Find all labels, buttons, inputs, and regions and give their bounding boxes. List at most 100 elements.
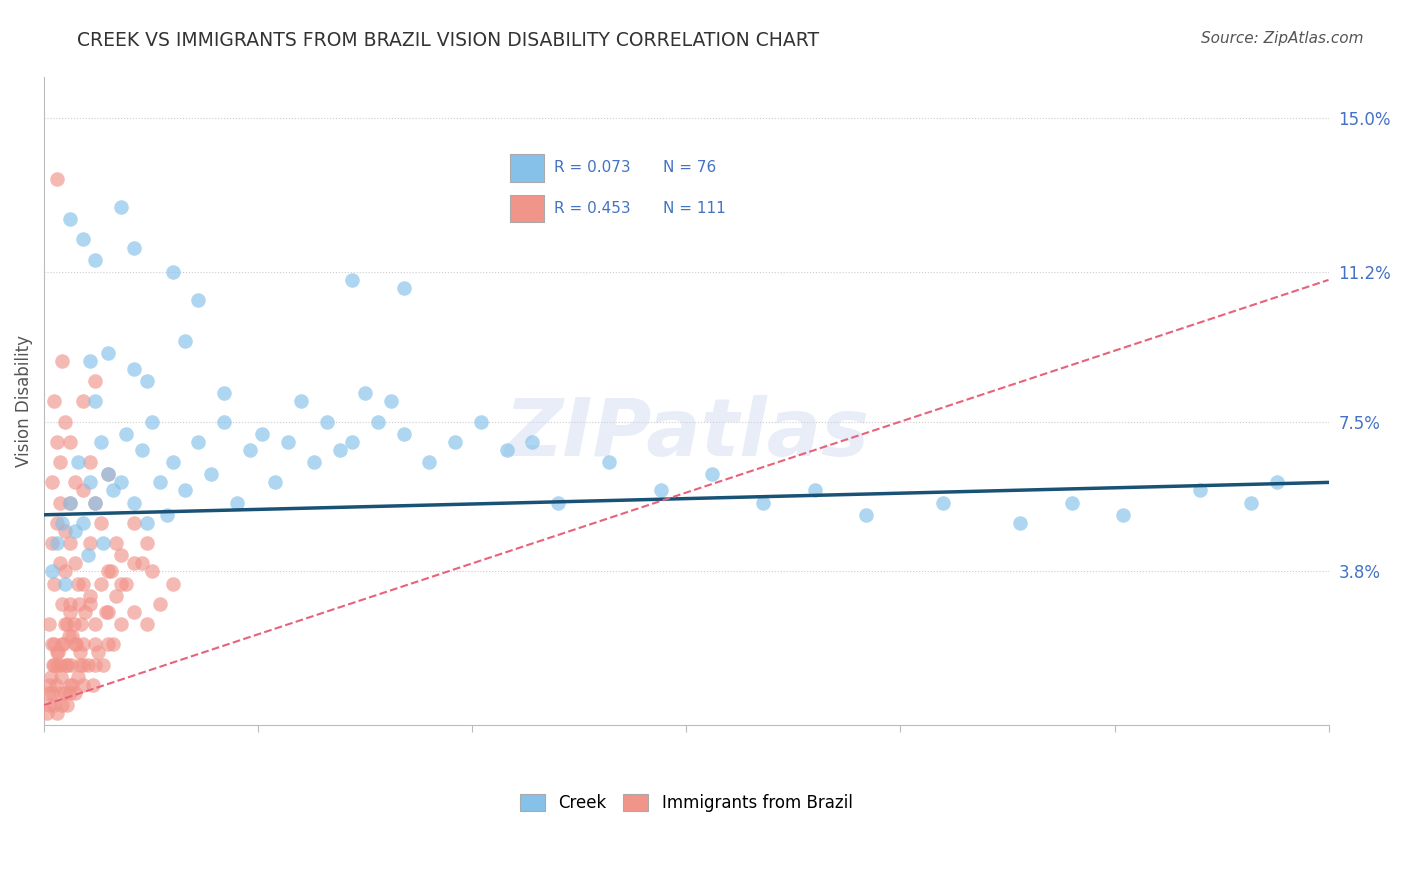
Point (115, 576, 138, 591)
Point (72, 657, 94, 672)
Point (46, 536, 69, 550)
Point (84, 252, 107, 267)
Point (63, 475, 86, 490)
Point (66, 455, 89, 469)
Point (56, 657, 79, 672)
Point (90, 576, 112, 591)
Point (103, 637, 125, 651)
Point (53, 617, 76, 632)
Point (38, 678, 60, 692)
Point (37, 686, 59, 700)
Point (82, 678, 104, 692)
Point (94, 605, 117, 619)
Point (46, 706, 69, 721)
Point (392, 426, 415, 441)
Point (122, 362, 145, 376)
Point (46, 434, 69, 449)
Point (149, 475, 172, 490)
Point (932, 495, 955, 509)
Point (56, 617, 79, 632)
Point (162, 265, 184, 279)
Point (149, 597, 172, 611)
Point (79, 536, 101, 550)
Point (174, 334, 197, 348)
Point (97, 637, 120, 651)
Point (76, 657, 98, 672)
Point (79, 354, 101, 368)
Point (62, 617, 84, 632)
Point (380, 394, 402, 409)
Point (97, 565, 120, 579)
Point (97, 467, 120, 482)
Point (103, 483, 125, 498)
Point (63, 524, 86, 538)
Text: CREEK VS IMMIGRANTS FROM BRAZIL VISION DISABILITY CORRELATION CHART: CREEK VS IMMIGRANTS FROM BRAZIL VISION D… (77, 31, 820, 50)
Point (41, 475, 63, 490)
Point (91, 536, 114, 550)
Text: ZIPatlas: ZIPatlas (503, 395, 869, 473)
Point (135, 536, 157, 550)
Bar (510, 195, 544, 222)
Point (84, 637, 107, 651)
Point (135, 374, 157, 388)
Point (49, 670, 72, 684)
Point (79, 455, 101, 469)
Point (110, 549, 132, 563)
Point (72, 232, 94, 246)
Point (41, 686, 63, 700)
Point (328, 442, 350, 457)
Point (69, 645, 91, 659)
Point (53, 415, 76, 429)
Point (60, 678, 83, 692)
Point (59, 597, 82, 611)
Point (162, 576, 184, 591)
Point (59, 495, 82, 509)
Point (51, 698, 73, 712)
Point (44, 576, 66, 591)
Point (79, 475, 101, 490)
Point (174, 483, 197, 498)
Point (803, 483, 825, 498)
Point (156, 508, 179, 522)
Point (39, 670, 62, 684)
Point (650, 483, 672, 498)
Point (90, 434, 112, 449)
Point (495, 442, 517, 457)
Point (65, 637, 87, 651)
Point (392, 281, 415, 295)
Point (63, 557, 86, 571)
Point (598, 455, 620, 469)
Point (367, 415, 389, 429)
Point (122, 605, 145, 619)
Point (56, 698, 79, 712)
Point (855, 508, 877, 522)
Point (48, 657, 70, 672)
Point (110, 200, 132, 214)
Point (63, 686, 86, 700)
Point (187, 434, 209, 449)
Point (48, 686, 70, 700)
Point (72, 637, 94, 651)
Point (67, 597, 90, 611)
Point (58, 629, 80, 643)
Text: Source: ZipAtlas.com: Source: ZipAtlas.com (1201, 31, 1364, 46)
Point (45, 678, 67, 692)
Point (342, 273, 364, 287)
Point (418, 455, 440, 469)
Point (59, 605, 82, 619)
Point (59, 212, 82, 227)
Point (547, 495, 569, 509)
Point (115, 426, 138, 441)
Point (522, 434, 544, 449)
Point (59, 686, 82, 700)
Point (87, 645, 110, 659)
Point (46, 645, 69, 659)
Point (84, 495, 107, 509)
Point (84, 657, 107, 672)
Point (72, 516, 94, 530)
Point (1189, 483, 1212, 498)
Point (42, 657, 65, 672)
Point (46, 645, 69, 659)
Point (97, 467, 120, 482)
Point (1060, 495, 1083, 509)
